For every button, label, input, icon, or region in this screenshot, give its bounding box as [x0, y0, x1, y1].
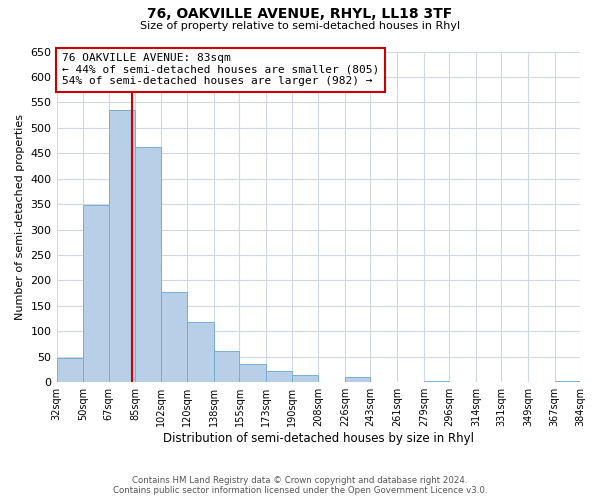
Bar: [83, 205, 109, 382]
Bar: [109, 110, 136, 382]
Y-axis label: Number of semi-detached properties: Number of semi-detached properties: [15, 114, 25, 320]
Bar: [136, 146, 161, 382]
Bar: [187, 322, 214, 382]
Bar: [214, 351, 239, 382]
Bar: [239, 364, 266, 382]
Bar: [56, 358, 83, 382]
Bar: [345, 377, 370, 382]
Bar: [292, 374, 318, 382]
Bar: [555, 380, 580, 382]
Text: Contains HM Land Registry data © Crown copyright and database right 2024.
Contai: Contains HM Land Registry data © Crown c…: [113, 476, 487, 495]
Text: 76 OAKVILLE AVENUE: 83sqm
← 44% of semi-detached houses are smaller (805)
54% of: 76 OAKVILLE AVENUE: 83sqm ← 44% of semi-…: [62, 53, 379, 86]
X-axis label: Distribution of semi-detached houses by size in Rhyl: Distribution of semi-detached houses by …: [163, 432, 474, 445]
Bar: [424, 381, 449, 382]
Text: 76, OAKVILLE AVENUE, RHYL, LL18 3TF: 76, OAKVILLE AVENUE, RHYL, LL18 3TF: [148, 8, 452, 22]
Text: Size of property relative to semi-detached houses in Rhyl: Size of property relative to semi-detach…: [140, 21, 460, 31]
Bar: [266, 371, 292, 382]
Bar: [161, 292, 187, 382]
